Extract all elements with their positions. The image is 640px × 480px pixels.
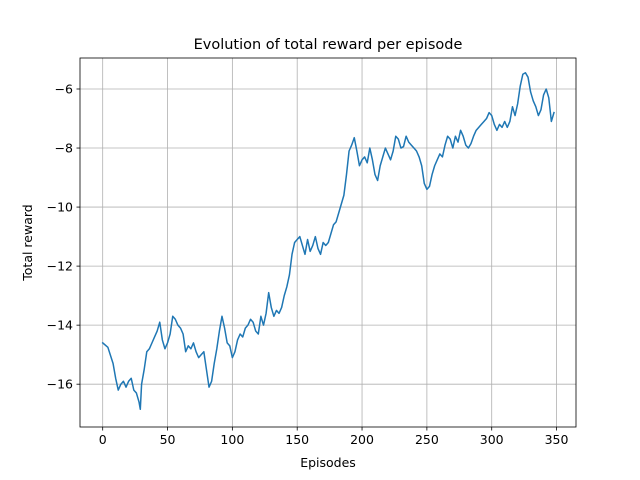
y-gridlines xyxy=(80,88,576,385)
y-tick-label: −14 xyxy=(47,318,73,333)
y-tick-label: −10 xyxy=(47,200,73,215)
y-axis-ticks: −16 −14 −12 −10 −8 −6 xyxy=(47,81,80,392)
y-tick-label: −12 xyxy=(47,259,73,274)
x-tick-label: 100 xyxy=(220,432,244,447)
x-axis-label: Episodes xyxy=(300,455,356,470)
y-tick-label: −8 xyxy=(55,141,73,156)
series-line xyxy=(101,72,555,411)
y-axis-label: Total reward xyxy=(20,204,35,281)
x-axis-ticks: 0 50 100 150 200 250 300 350 xyxy=(99,427,569,447)
x-tick-label: 50 xyxy=(160,432,176,447)
x-tick-label: 300 xyxy=(480,432,504,447)
x-tick-label: 0 xyxy=(99,432,107,447)
x-gridlines xyxy=(102,58,557,427)
y-tick-label: −16 xyxy=(47,377,73,392)
y-tick-label: −6 xyxy=(55,81,73,96)
x-tick-label: 150 xyxy=(285,432,309,447)
axes-frame xyxy=(79,57,577,428)
x-tick-label: 200 xyxy=(350,432,374,447)
x-tick-label: 350 xyxy=(545,432,569,447)
chart-title: Evolution of total reward per episode xyxy=(194,37,463,53)
x-tick-label: 250 xyxy=(415,432,439,447)
